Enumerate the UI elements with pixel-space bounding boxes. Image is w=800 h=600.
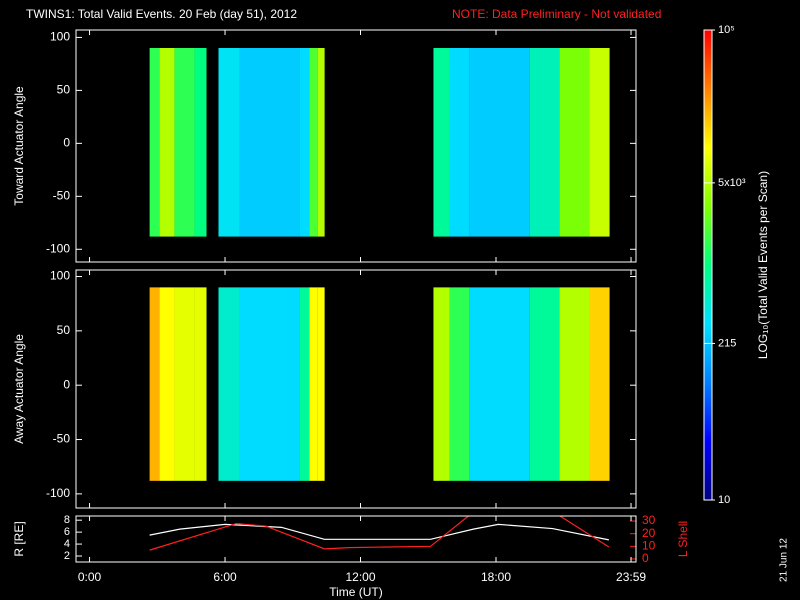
note: NOTE: Data Preliminary - Not validated (452, 7, 661, 21)
heat-cell (149, 287, 160, 481)
heat-cell (559, 48, 590, 237)
frame (75, 29, 637, 263)
y2-tick-label: 20 (642, 526, 656, 540)
y-tick-label: -50 (53, 188, 71, 202)
colorbar (703, 29, 713, 501)
y-tick-label: 50 (57, 83, 71, 97)
plot-area (149, 48, 610, 237)
y-tick-label: 100 (50, 30, 70, 44)
heat-cell (239, 287, 300, 481)
y-tick-label: -100 (46, 486, 70, 500)
heat-cell (469, 287, 530, 481)
heat-cell (559, 287, 590, 481)
heat-cell (317, 287, 325, 481)
heat-cell (449, 287, 470, 481)
y-tick-label: 6 (64, 526, 70, 538)
date-stamp: 21 Jun 12 (779, 538, 790, 582)
y-tick-label: 50 (57, 323, 71, 337)
heat-cell (449, 48, 470, 237)
heat-cell (174, 48, 195, 237)
y-axis-label: Toward Actuator Angle (12, 86, 26, 206)
heat-cell (433, 287, 450, 481)
heat-cell (194, 287, 207, 481)
y-axis-label: Away Actuator Angle (12, 334, 26, 444)
heat-cell (309, 287, 318, 481)
plot-area (149, 516, 610, 551)
heat-cell (317, 48, 325, 237)
frame (75, 269, 637, 509)
y-tick-label: 4 (64, 538, 70, 550)
y2-tick-label: 0 (642, 551, 649, 565)
y-tick-label: 0 (63, 136, 70, 150)
y-tick-label: -50 (53, 432, 71, 446)
y-tick-label: 100 (50, 269, 70, 283)
x-tick-label: 23:59 (616, 570, 646, 584)
plot-area (149, 287, 610, 481)
colorbar-tick-label: 5x10³ (718, 177, 746, 189)
heat-cell (529, 287, 560, 481)
heat-cell (174, 287, 195, 481)
heat-cell (433, 48, 450, 237)
colorbar-tick-label: 10⁵ (718, 24, 735, 36)
heat-cell (309, 48, 318, 237)
y2-tick-label: 30 (642, 513, 656, 527)
heat-cell (589, 48, 610, 237)
frame (75, 515, 637, 563)
colorbar-label: LOG₁₀(Total Valid Events per Scan) (756, 171, 770, 359)
heat-cell (299, 48, 310, 237)
x-tick-label: 18:00 (481, 570, 511, 584)
y-tick-label: 2 (64, 550, 70, 562)
series-line (149, 516, 610, 551)
heat-cell (529, 48, 560, 237)
heat-cell (218, 48, 240, 237)
heat-cell (299, 287, 310, 481)
heat-cell (159, 287, 175, 481)
x-tick-label: 12:00 (346, 570, 376, 584)
chart-title: TWINS1: Total Valid Events. 20 Feb (day … (26, 7, 297, 21)
heat-cell (218, 287, 240, 481)
heat-cell (194, 48, 207, 237)
y2-axis-label: L Shell (676, 521, 690, 557)
y-tick-label: 8 (64, 514, 70, 526)
colorbar-tick-label: 215 (718, 337, 736, 349)
heat-cell (239, 48, 300, 237)
y2-tick-label: 10 (642, 539, 656, 553)
y-tick-label: 0 (63, 377, 70, 391)
colorbar-tick-label: 10 (718, 494, 730, 506)
x-axis-label: Time (UT) (329, 585, 383, 599)
y-axis-label: R [RE] (12, 521, 26, 556)
series-line (149, 523, 610, 541)
heat-cell (589, 287, 610, 481)
heat-cell (159, 48, 175, 237)
heat-cell (469, 48, 530, 237)
x-tick-label: 0:00 (78, 570, 102, 584)
x-tick-label: 6:00 (213, 570, 237, 584)
y-tick-label: -100 (46, 241, 70, 255)
heat-cell (149, 48, 160, 237)
